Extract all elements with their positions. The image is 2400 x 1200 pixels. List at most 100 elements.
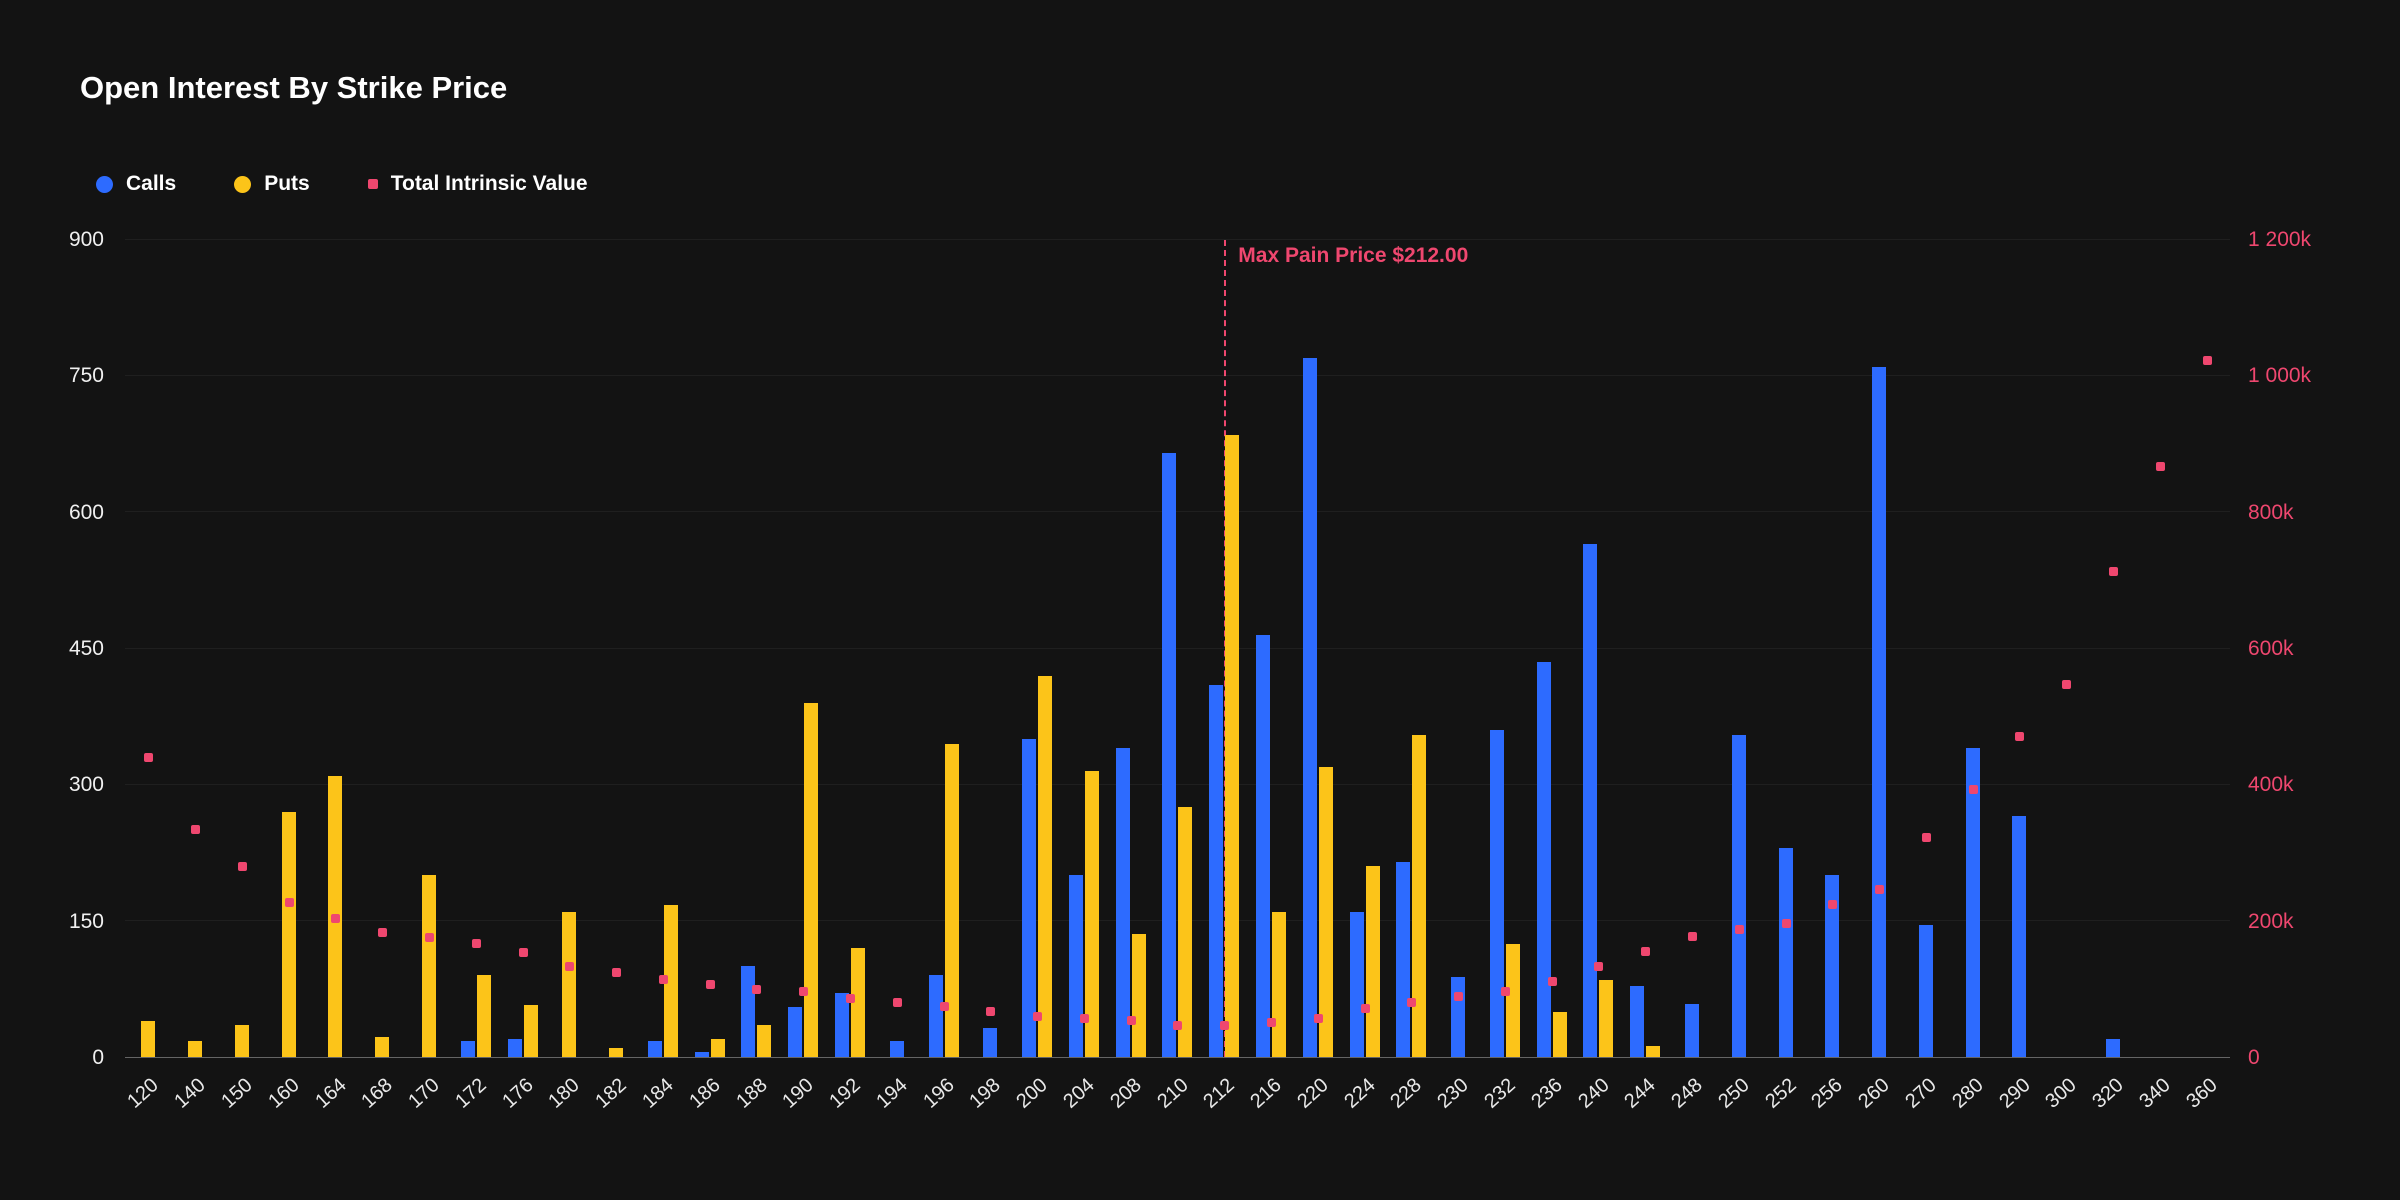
calls-bar[interactable]	[507, 1038, 522, 1057]
puts-bar[interactable]	[1038, 675, 1053, 1057]
calls-bar[interactable]	[1115, 748, 1130, 1057]
intrinsic-value-point[interactable]	[2202, 356, 2212, 366]
intrinsic-value-point[interactable]	[1454, 991, 1464, 1001]
calls-bar[interactable]	[741, 966, 756, 1057]
puts-bar[interactable]	[476, 975, 491, 1057]
intrinsic-value-point[interactable]	[237, 862, 247, 872]
intrinsic-value-point[interactable]	[1126, 1016, 1136, 1026]
intrinsic-value-point[interactable]	[1875, 884, 1885, 894]
puts-bar[interactable]	[1084, 771, 1099, 1057]
intrinsic-value-point[interactable]	[425, 932, 435, 942]
calls-bar[interactable]	[1825, 875, 1840, 1057]
calls-bar[interactable]	[1451, 977, 1466, 1057]
intrinsic-value-point[interactable]	[565, 961, 575, 971]
intrinsic-value-point[interactable]	[2062, 680, 2072, 690]
puts-bar[interactable]	[234, 1025, 249, 1057]
intrinsic-value-point[interactable]	[1500, 986, 1510, 996]
calls-bar[interactable]	[835, 993, 850, 1057]
legend-item-total-intrinsic-value[interactable]: Total Intrinsic Value	[367, 172, 588, 196]
intrinsic-value-point[interactable]	[2109, 566, 2119, 576]
puts-bar[interactable]	[188, 1040, 203, 1057]
puts-bar[interactable]	[375, 1037, 390, 1057]
puts-bar[interactable]	[944, 743, 959, 1057]
puts-bar[interactable]	[1178, 807, 1193, 1057]
calls-bar[interactable]	[1872, 367, 1887, 1057]
puts-bar[interactable]	[1225, 435, 1240, 1057]
puts-bar[interactable]	[1599, 979, 1614, 1057]
puts-bar[interactable]	[1552, 1011, 1567, 1057]
intrinsic-value-point[interactable]	[2015, 732, 2025, 742]
puts-bar[interactable]	[1412, 734, 1427, 1057]
calls-bar[interactable]	[2106, 1038, 2121, 1057]
intrinsic-value-point[interactable]	[1267, 1018, 1277, 1028]
calls-bar[interactable]	[1396, 861, 1411, 1057]
intrinsic-value-point[interactable]	[1781, 918, 1791, 928]
calls-bar[interactable]	[928, 975, 943, 1057]
calls-bar[interactable]	[983, 1027, 998, 1057]
calls-bar[interactable]	[788, 1007, 803, 1057]
intrinsic-value-point[interactable]	[518, 947, 528, 957]
puts-bar[interactable]	[851, 948, 866, 1057]
calls-bar[interactable]	[1965, 748, 1980, 1057]
intrinsic-value-point[interactable]	[144, 753, 154, 763]
calls-bar[interactable]	[1489, 730, 1504, 1057]
calls-bar[interactable]	[1778, 848, 1793, 1057]
calls-bar[interactable]	[647, 1040, 662, 1057]
calls-bar[interactable]	[1731, 734, 1746, 1057]
intrinsic-value-point[interactable]	[331, 913, 341, 923]
intrinsic-value-point[interactable]	[191, 825, 201, 835]
intrinsic-value-point[interactable]	[1921, 832, 1931, 842]
calls-bar[interactable]	[1162, 453, 1177, 1057]
calls-bar[interactable]	[1536, 662, 1551, 1057]
calls-bar[interactable]	[1209, 684, 1224, 1057]
calls-bar[interactable]	[1022, 739, 1037, 1057]
intrinsic-value-point[interactable]	[284, 898, 294, 908]
intrinsic-value-point[interactable]	[986, 1007, 996, 1017]
intrinsic-value-point[interactable]	[799, 986, 809, 996]
intrinsic-value-point[interactable]	[471, 939, 481, 949]
calls-bar[interactable]	[1256, 634, 1271, 1057]
intrinsic-value-point[interactable]	[1407, 998, 1417, 1008]
calls-bar[interactable]	[1302, 358, 1317, 1057]
legend-item-calls[interactable]: Calls	[96, 172, 176, 196]
intrinsic-value-point[interactable]	[892, 998, 902, 1008]
calls-bar[interactable]	[1068, 875, 1083, 1057]
intrinsic-value-point[interactable]	[658, 975, 668, 985]
intrinsic-value-point[interactable]	[1594, 961, 1604, 971]
puts-bar[interactable]	[1318, 766, 1333, 1057]
puts-bar[interactable]	[1365, 866, 1380, 1057]
intrinsic-value-point[interactable]	[1313, 1013, 1323, 1023]
calls-bar[interactable]	[460, 1040, 475, 1057]
puts-bar[interactable]	[562, 911, 577, 1057]
legend-item-puts[interactable]: Puts	[234, 172, 310, 196]
intrinsic-value-point[interactable]	[1734, 925, 1744, 935]
calls-bar[interactable]	[1583, 544, 1598, 1057]
intrinsic-value-point[interactable]	[705, 979, 715, 989]
calls-bar[interactable]	[1918, 925, 1933, 1057]
intrinsic-value-point[interactable]	[2155, 462, 2165, 472]
puts-bar[interactable]	[663, 904, 678, 1057]
puts-bar[interactable]	[422, 875, 437, 1057]
calls-bar[interactable]	[1685, 1004, 1700, 1057]
intrinsic-value-point[interactable]	[1360, 1004, 1370, 1014]
calls-bar[interactable]	[1349, 911, 1364, 1057]
intrinsic-value-point[interactable]	[1079, 1013, 1089, 1023]
calls-bar[interactable]	[2012, 816, 2027, 1057]
intrinsic-value-point[interactable]	[939, 1002, 949, 1012]
puts-bar[interactable]	[1505, 943, 1520, 1057]
intrinsic-value-point[interactable]	[1173, 1020, 1183, 1030]
intrinsic-value-point[interactable]	[378, 927, 388, 937]
intrinsic-value-point[interactable]	[1033, 1011, 1043, 1021]
intrinsic-value-point[interactable]	[1547, 977, 1557, 987]
calls-bar[interactable]	[694, 1051, 709, 1057]
calls-bar[interactable]	[1630, 986, 1645, 1057]
puts-bar[interactable]	[1646, 1046, 1661, 1057]
puts-bar[interactable]	[523, 1005, 538, 1057]
puts-bar[interactable]	[609, 1047, 624, 1057]
intrinsic-value-point[interactable]	[1968, 784, 1978, 794]
puts-bar[interactable]	[1131, 934, 1146, 1057]
intrinsic-value-point[interactable]	[752, 984, 762, 994]
intrinsic-value-point[interactable]	[846, 993, 856, 1003]
intrinsic-value-point[interactable]	[1641, 946, 1651, 956]
intrinsic-value-point[interactable]	[1828, 900, 1838, 910]
